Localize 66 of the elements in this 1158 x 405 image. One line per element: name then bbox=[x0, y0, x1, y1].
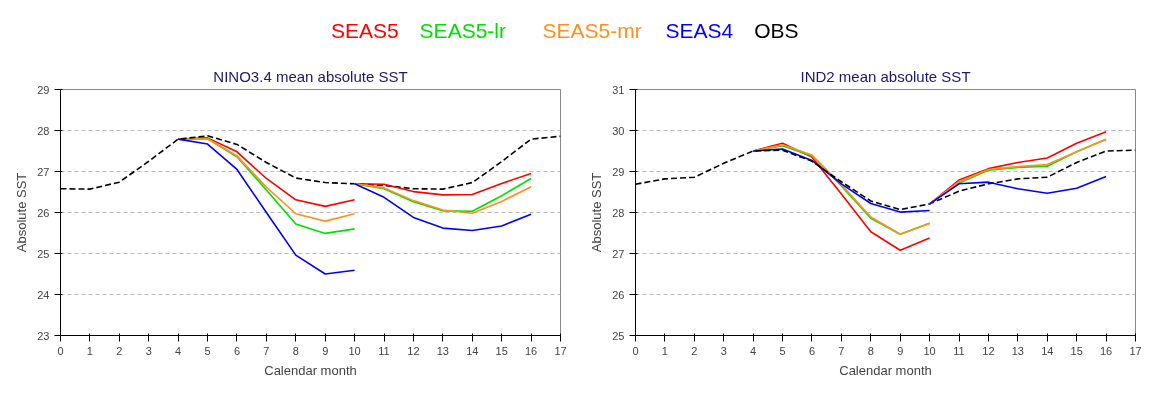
x-tick-label: 8 bbox=[867, 344, 874, 357]
x-tick-label: 4 bbox=[750, 344, 757, 357]
x-tick-label: 13 bbox=[1011, 344, 1024, 357]
y-tick-label: 25 bbox=[37, 247, 50, 260]
x-tick-label: 12 bbox=[407, 344, 420, 357]
y-tick-label: 29 bbox=[37, 83, 50, 96]
y-tick-label: 25 bbox=[612, 329, 625, 342]
x-tick-label: 2 bbox=[691, 344, 698, 357]
x-tick-label: 11 bbox=[378, 344, 390, 357]
x-tick-label: 17 bbox=[1129, 344, 1142, 357]
x-tick-label: 14 bbox=[1041, 344, 1054, 357]
text: SEAS4 bbox=[665, 19, 734, 42]
text: SEAS5-mr bbox=[542, 19, 642, 42]
y-tick-label: 30 bbox=[612, 124, 625, 137]
x-tick-label: 0 bbox=[632, 344, 639, 357]
chart-title: IND2 mean absolute SST bbox=[800, 67, 971, 85]
line-series bbox=[353, 183, 532, 215]
x-tick-label: 3 bbox=[145, 344, 152, 357]
y-tick-label: 24 bbox=[37, 288, 50, 301]
text: SEAS5 bbox=[330, 19, 399, 42]
x-tick-label: 5 bbox=[779, 344, 786, 357]
x-tick-label: 1 bbox=[86, 344, 93, 357]
x-axis-title: Calendar month bbox=[264, 362, 357, 378]
y-tick-label: 27 bbox=[612, 247, 625, 260]
x-tick-label: 6 bbox=[233, 344, 241, 357]
x-tick-label: 4 bbox=[175, 344, 182, 357]
x-tick-label: 11 bbox=[953, 344, 965, 357]
x-tick-label: 13 bbox=[436, 344, 449, 357]
y-axis-title: Absolute SST bbox=[14, 172, 30, 253]
x-tick-label: 16 bbox=[524, 344, 538, 357]
x-tick-label: 0 bbox=[57, 344, 64, 357]
line-series bbox=[353, 183, 532, 232]
x-tick-label: 6 bbox=[808, 344, 816, 357]
x-tick-label: 12 bbox=[982, 344, 995, 357]
y-tick-label: 28 bbox=[37, 124, 50, 137]
x-tick-label: 17 bbox=[554, 344, 567, 357]
y-tick-label: 27 bbox=[37, 165, 50, 178]
x-tick-label: 16 bbox=[1099, 344, 1113, 357]
x-tick-label: 10 bbox=[923, 344, 936, 357]
y-tick-label: 23 bbox=[37, 329, 50, 342]
x-tick-label: 7 bbox=[263, 344, 270, 357]
x-tick-label: 7 bbox=[838, 344, 845, 357]
x-tick-label: 14 bbox=[466, 344, 479, 357]
y-axis-title: Absolute SST bbox=[589, 172, 605, 253]
y-tick-label: 26 bbox=[37, 206, 50, 219]
x-axis-title: Calendar month bbox=[839, 362, 932, 378]
x-tick-label: 15 bbox=[495, 344, 508, 357]
x-tick-label: 1 bbox=[661, 344, 668, 357]
x-tick-label: 2 bbox=[116, 344, 123, 357]
x-tick-label: 8 bbox=[292, 344, 299, 357]
line-series bbox=[752, 148, 931, 213]
y-tick-label: 31 bbox=[612, 83, 625, 96]
y-tick-label: 28 bbox=[612, 206, 625, 219]
x-tick-label: 9 bbox=[322, 344, 329, 357]
line-series bbox=[177, 138, 356, 275]
y-tick-label: 26 bbox=[612, 288, 625, 301]
y-tick-label: 29 bbox=[612, 165, 625, 178]
text: OBS bbox=[754, 19, 799, 42]
x-tick-label: 10 bbox=[348, 344, 361, 357]
x-tick-label: 15 bbox=[1070, 344, 1083, 357]
x-tick-label: 5 bbox=[204, 344, 211, 357]
x-tick-label: 9 bbox=[897, 344, 904, 357]
chart-title: NINO3.4 mean absolute SST bbox=[213, 67, 408, 85]
line-series bbox=[928, 175, 1107, 205]
text: SEAS5-lr bbox=[419, 19, 506, 42]
x-tick-label: 3 bbox=[720, 344, 727, 357]
